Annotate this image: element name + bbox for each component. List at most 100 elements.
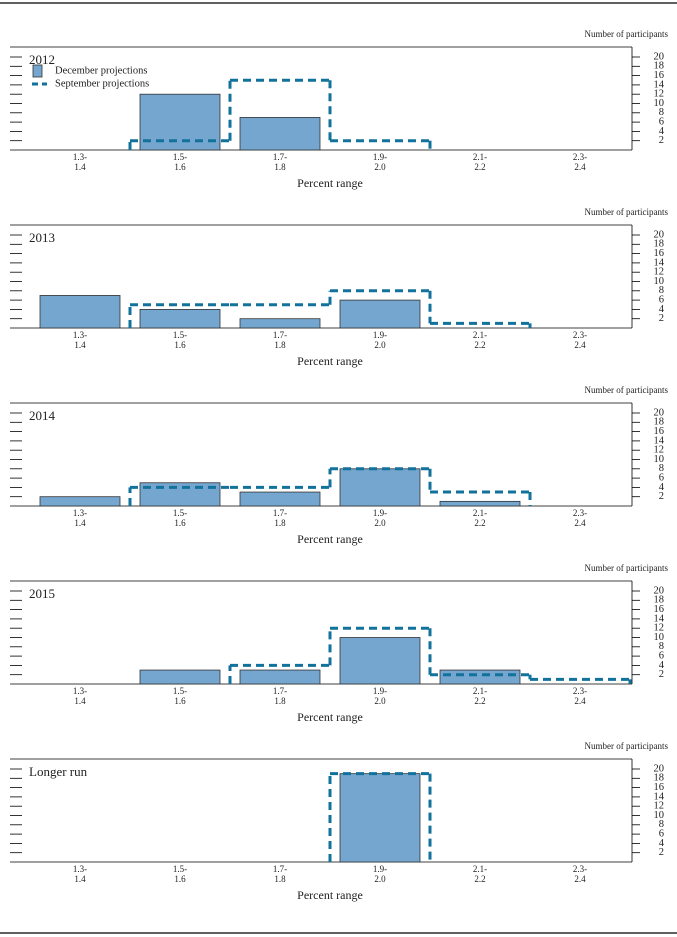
- x-tick-label: 2.2: [474, 340, 485, 350]
- y-tick-label: 14: [654, 435, 665, 446]
- x-tick-label: 1.9-: [373, 330, 387, 340]
- x-tick-label: 2.1-: [473, 864, 487, 874]
- y-tick-label: 14: [654, 613, 665, 624]
- y-tick-label: 20: [654, 585, 665, 596]
- y-tick-label: 12: [654, 623, 665, 634]
- x-tick-label: 1.9-: [373, 508, 387, 518]
- x-tick-label: 2.4: [574, 874, 586, 884]
- panel-title: Longer run: [29, 764, 88, 779]
- y-tick-label: 6: [659, 295, 664, 306]
- x-tick-label: 1.8: [274, 874, 286, 884]
- bar: [339, 637, 421, 685]
- x-tick-label: 2.1-: [473, 330, 487, 340]
- x-tick-label: 2.3-: [573, 686, 587, 696]
- x-tick-label: 1.6: [174, 696, 186, 706]
- x-tick-label: 2.0: [374, 874, 386, 884]
- y-tick-label: 8: [659, 463, 664, 474]
- x-tick-label: 2.0: [374, 162, 386, 172]
- y-tick-label: 6: [659, 117, 664, 128]
- x-tick-label: 1.4: [74, 874, 86, 884]
- x-tick-label: 1.3-: [73, 864, 87, 874]
- y-tick-label: 4: [659, 660, 665, 671]
- y-tick-label: 4: [659, 304, 665, 315]
- x-tick-label: 2.2: [474, 696, 485, 706]
- x-tick-label: 1.4: [74, 696, 86, 706]
- x-tick-label: 2.3-: [573, 508, 587, 518]
- x-axis-label: Percent range: [297, 354, 363, 368]
- y-tick-label: 8: [659, 107, 664, 118]
- y-tick-label: 8: [659, 641, 664, 652]
- y-axis-label: Number of participants: [585, 385, 669, 395]
- x-tick-label: 2.4: [574, 518, 586, 528]
- x-tick-label: 1.6: [174, 340, 186, 350]
- bar: [339, 773, 421, 863]
- x-tick-label: 1.6: [174, 162, 186, 172]
- y-tick-label: 18: [654, 595, 665, 606]
- x-tick-label: 1.8: [274, 696, 286, 706]
- x-tick-label: 1.9-: [373, 864, 387, 874]
- y-axis-label: Number of participants: [585, 741, 669, 751]
- x-axis-label: Percent range: [297, 888, 363, 902]
- x-tick-label: 1.7-: [273, 330, 287, 340]
- y-tick-label: 10: [654, 454, 665, 465]
- x-tick-label: 1.3-: [73, 152, 87, 162]
- x-tick-label: 2.2: [474, 162, 485, 172]
- y-tick-label: 2: [659, 669, 664, 680]
- y-tick-label: 6: [659, 829, 664, 840]
- x-tick-label: 1.5-: [173, 864, 187, 874]
- x-tick-label: 2.2: [474, 874, 485, 884]
- x-tick-label: 2.3-: [573, 152, 587, 162]
- x-tick-label: 1.5-: [173, 686, 187, 696]
- y-tick-label: 4: [659, 838, 665, 849]
- y-tick-label: 2: [659, 135, 664, 146]
- y-tick-label: 4: [659, 482, 665, 493]
- bar: [439, 669, 521, 685]
- bar: [239, 669, 321, 685]
- x-axis-label: Percent range: [297, 532, 363, 546]
- x-tick-label: 1.5-: [173, 330, 187, 340]
- bar: [39, 496, 121, 507]
- bar: [239, 491, 321, 507]
- x-tick-label: 1.9-: [373, 152, 387, 162]
- y-axis-label: Number of participants: [585, 29, 669, 39]
- x-tick-label: 2.3-: [573, 864, 587, 874]
- bar: [239, 318, 321, 329]
- panel-title: 2013: [29, 230, 55, 245]
- y-axis-label: Number of participants: [585, 207, 669, 217]
- x-tick-label: 2.3-: [573, 330, 587, 340]
- y-tick-label: 16: [654, 426, 665, 437]
- bar: [339, 299, 421, 329]
- y-tick-label: 18: [654, 61, 665, 72]
- bar: [339, 468, 421, 507]
- y-tick-label: 8: [659, 285, 664, 296]
- y-tick-label: 12: [654, 89, 665, 100]
- x-tick-label: 1.3-: [73, 686, 87, 696]
- x-tick-label: 1.3-: [73, 508, 87, 518]
- y-tick-label: 6: [659, 473, 664, 484]
- x-tick-label: 1.3-: [73, 330, 87, 340]
- y-tick-label: 14: [654, 791, 665, 802]
- x-axis-label: Percent range: [297, 176, 363, 190]
- y-tick-label: 2: [659, 313, 664, 324]
- y-tick-label: 2: [659, 491, 664, 502]
- y-tick-label: 18: [654, 239, 665, 250]
- panel-title: 2012: [29, 52, 55, 67]
- x-tick-label: 1.6: [174, 518, 186, 528]
- bar: [239, 117, 321, 151]
- panel-title: 2015: [29, 586, 55, 601]
- x-tick-label: 2.0: [374, 696, 386, 706]
- x-tick-label: 1.7-: [273, 686, 287, 696]
- x-tick-label: 2.2: [474, 518, 485, 528]
- x-tick-label: 2.1-: [473, 686, 487, 696]
- x-tick-label: 1.8: [274, 162, 286, 172]
- x-tick-label: 2.4: [574, 162, 586, 172]
- y-tick-label: 4: [659, 126, 665, 137]
- bar: [39, 295, 121, 329]
- y-axis-label: Number of participants: [585, 563, 669, 573]
- y-tick-label: 20: [654, 763, 665, 774]
- y-tick-label: 14: [654, 257, 665, 268]
- y-tick-label: 16: [654, 70, 665, 81]
- x-tick-label: 1.4: [74, 162, 86, 172]
- y-tick-label: 8: [659, 819, 664, 830]
